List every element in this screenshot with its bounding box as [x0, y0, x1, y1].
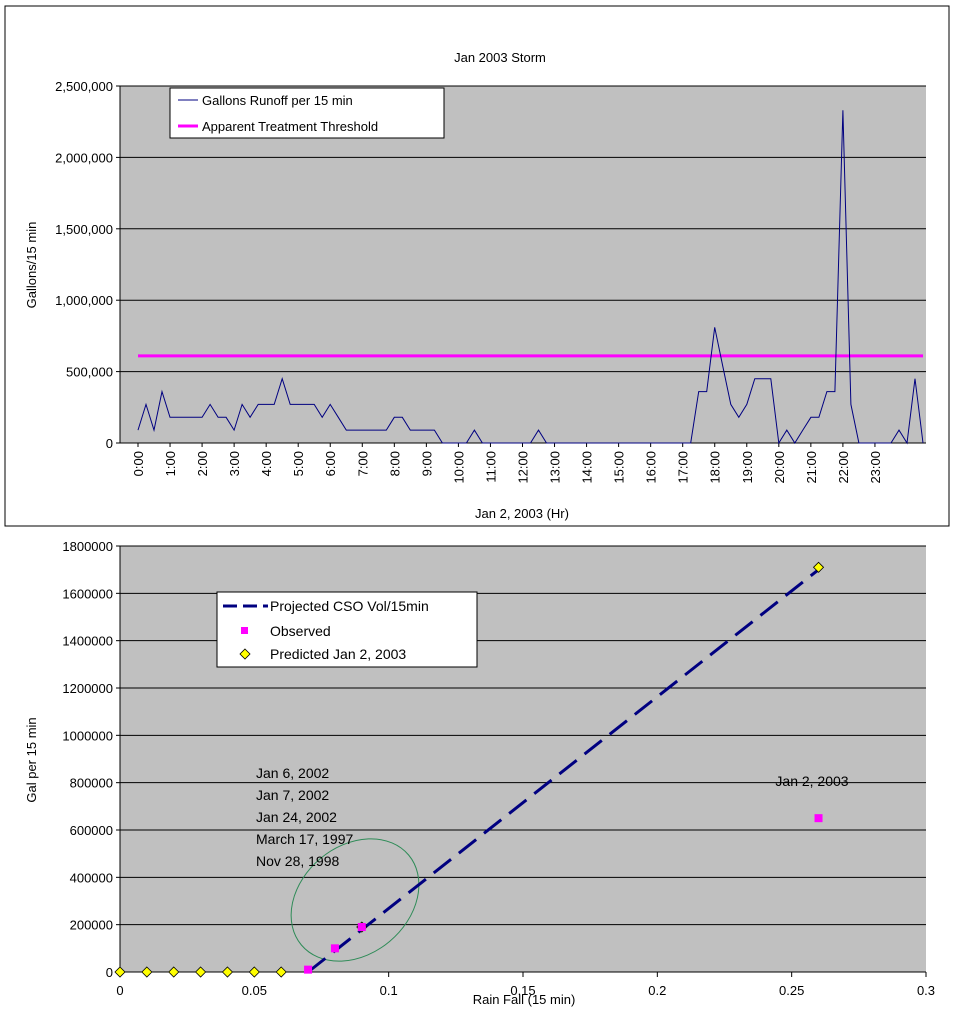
- x-tick-label: 22:00: [836, 451, 851, 484]
- x-tick-label: 9:00: [419, 451, 434, 476]
- x-tick-label: 0.1: [380, 983, 398, 998]
- x-tick-label: 0.25: [779, 983, 804, 998]
- gridlines: [116, 85, 926, 447]
- y-tick-label: 1,500,000: [55, 222, 113, 237]
- x-tick-label: 15:00: [612, 451, 627, 484]
- x-tick-label: 12:00: [515, 451, 530, 484]
- legend-label-threshold: Apparent Treatment Threshold: [202, 119, 378, 134]
- event-label: Nov 28, 1998: [256, 853, 339, 869]
- predicted-point: [275, 966, 287, 978]
- legend-box: [216, 591, 478, 668]
- y-axis-label: Gallons/15 min: [24, 222, 39, 309]
- y-tick-label: 1800000: [62, 539, 113, 554]
- y-tick-label: 200000: [70, 918, 113, 933]
- x-tick-label: 1:00: [163, 451, 178, 476]
- y-tick-label: 800000: [70, 776, 113, 791]
- x-tick-label: 7:00: [355, 451, 370, 476]
- y-tick-label: 1000000: [62, 728, 113, 743]
- y-tick-label: 2,000,000: [55, 150, 113, 165]
- x-tick-label: 0.15: [510, 983, 535, 998]
- x-tick-label: 0: [116, 983, 123, 998]
- x-tick-label: 14:00: [580, 451, 595, 484]
- y-axis-label: Gal per 15 min: [24, 717, 39, 802]
- x-tick-label: 4:00: [259, 451, 274, 476]
- storm-runoff-chart: Jan 2003 Storm 0 500,000 1,000,000 1,500,00…: [4, 5, 950, 527]
- observed-point: [330, 944, 339, 953]
- x-tick-label: 2:00: [195, 451, 210, 476]
- x-tick-label: 3:00: [227, 451, 242, 476]
- y-tick-label: 500,000: [66, 365, 113, 380]
- x-tick-label: 8:00: [387, 451, 402, 476]
- y-tick-labels: 0 500,000 1,000,000 1,500,000 2,000,000 2,500…: [55, 79, 113, 451]
- x-tick-label: 11:00: [483, 451, 498, 483]
- x-tick-label: 20:00: [772, 451, 787, 484]
- x-tick-label: 13:00: [548, 451, 563, 484]
- observed-point: [304, 965, 313, 974]
- x-tick-label: 23:00: [868, 451, 883, 484]
- x-tick-label: 0:00: [131, 451, 146, 476]
- chart-title: Jan 2003 Storm: [454, 50, 546, 65]
- x-axis-label: Rain Fall (15 min): [473, 992, 576, 1007]
- y-tick-label: 400000: [70, 870, 113, 885]
- y-tick-label: 2,500,000: [55, 79, 113, 94]
- x-tick-label: 18:00: [708, 451, 723, 484]
- predicted-point: [141, 966, 153, 978]
- predicted-point: [168, 966, 180, 978]
- x-tick-label: 0.3: [917, 983, 935, 998]
- x-tick-label: 6:00: [323, 451, 338, 476]
- series-group: [114, 561, 825, 978]
- series-group: [137, 110, 924, 445]
- event-label: Jan 6, 2002: [256, 765, 329, 781]
- x-tick-labels: 0 0.05 0.1 0.15 0.2 0.25 0.3: [116, 983, 935, 998]
- predicted-point: [221, 966, 234, 978]
- jan2-2003-label: Jan 2, 2003: [775, 773, 848, 789]
- y-tick-label: 0: [106, 965, 113, 980]
- observed-point: [357, 923, 366, 932]
- y-tick-label: 1400000: [62, 634, 113, 649]
- predicted-point: [114, 966, 126, 978]
- event-label: Jan 7, 2002: [256, 787, 329, 803]
- event-list-annotation: Jan 6, 2002 Jan 7, 2002 Jan 24, 2002 Mar…: [256, 765, 353, 869]
- x-tick-label: 0.2: [648, 983, 666, 998]
- legend-label-observed: Observed: [270, 623, 331, 639]
- legend-label-runoff: Gallons Runoff per 15 min: [202, 93, 353, 108]
- y-tick-label: 1200000: [62, 681, 113, 696]
- y-tick-label: 600000: [70, 823, 113, 838]
- x-tick-label: 21:00: [804, 451, 819, 484]
- predicted-point: [248, 966, 260, 978]
- legend-box: [169, 87, 445, 139]
- x-tick-label: 16:00: [644, 451, 659, 484]
- x-tick-label: 0.05: [242, 983, 267, 998]
- y-tick-label: 1600000: [62, 586, 113, 601]
- event-label: March 17, 1997: [256, 831, 353, 847]
- x-tick-label: 10:00: [451, 451, 466, 484]
- rainfall-cso-chart: 0 200000 400000 600000 800000 1000000 1200000 1…: [24, 539, 935, 1007]
- x-tick-label: 19:00: [740, 451, 755, 484]
- plot-area: [120, 86, 926, 443]
- y-tick-labels: 0 200000 400000 600000 800000 1000000 1200000 1…: [62, 539, 113, 980]
- projected-line: [307, 568, 820, 974]
- legend: Gallons Runoff per 15 min Apparent Treat…: [169, 87, 445, 139]
- runoff-line: [137, 110, 924, 445]
- event-label: Jan 24, 2002: [256, 809, 337, 825]
- x-tick-label: 5:00: [291, 451, 306, 476]
- x-axis-label: Jan 2, 2003 (Hr): [475, 506, 569, 521]
- y-tick-label: 0: [106, 436, 113, 451]
- predicted-point: [195, 966, 207, 978]
- legend-swatch-observed: [241, 627, 248, 634]
- legend: Projected CSO Vol/15min Observed Predict…: [216, 591, 478, 668]
- gridlines: [116, 545, 927, 977]
- observed-point: [814, 814, 823, 823]
- highlight-ellipse: [290, 838, 420, 962]
- legend-label-projected: Projected CSO Vol/15min: [270, 598, 429, 614]
- predicted-point: [812, 561, 825, 573]
- legend-label-predicted: Predicted Jan 2, 2003: [270, 646, 406, 662]
- y-tick-label: 1,000,000: [55, 293, 113, 308]
- x-tick-labels: 0:00 1:00 2:00 3:00 4:00 5:00 6:00 7:00 8:00 9:00…: [131, 451, 883, 484]
- x-tick-label: 17:00: [676, 451, 691, 484]
- legend-swatch-predicted: [239, 648, 251, 660]
